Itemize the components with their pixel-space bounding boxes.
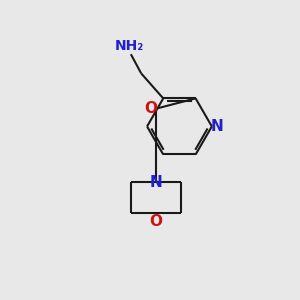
- Text: O: O: [149, 214, 162, 229]
- Text: N: N: [211, 119, 224, 134]
- Text: NH₂: NH₂: [115, 39, 144, 53]
- Text: N: N: [149, 175, 162, 190]
- Text: O: O: [144, 101, 157, 116]
